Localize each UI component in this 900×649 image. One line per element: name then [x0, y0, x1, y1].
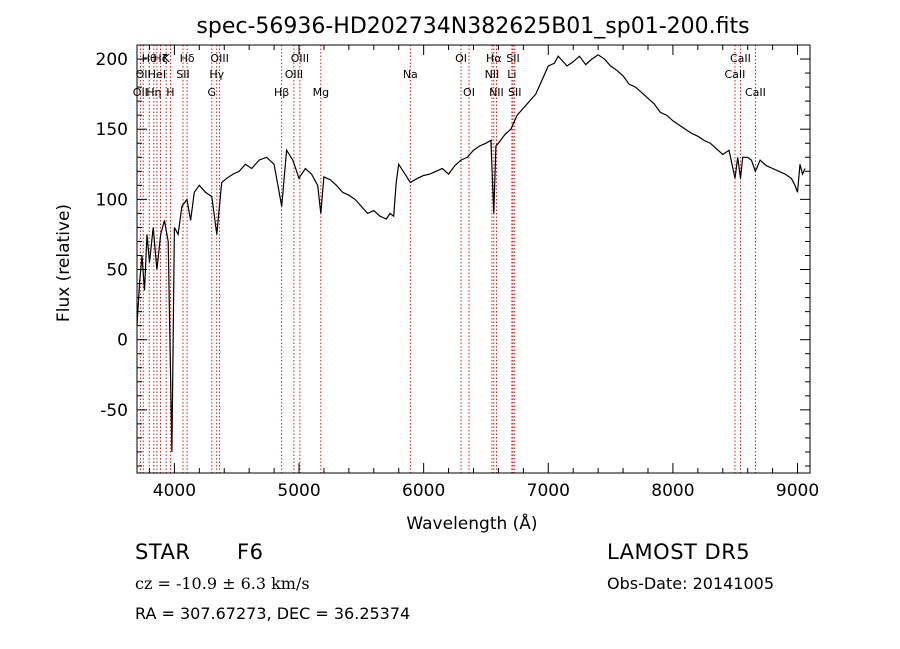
x-axis-ticks: 4000 5000 6000 7000 8000 9000 [148, 45, 819, 501]
redshift-velocity: cz = -10.9 ± 6.3 km/s [135, 574, 310, 593]
spectral-line-label: Hθ [142, 52, 157, 65]
spectral-line-markers [139, 45, 756, 473]
object-class: STAR [135, 540, 191, 564]
spectrum-line [136, 54, 806, 453]
coordinates: RA = 307.67273, DEC = 36.25374 [135, 604, 411, 623]
spectral-line-label: Li [507, 68, 516, 81]
y-tick-label: 200 [96, 50, 128, 70]
x-tick-label: 9000 [776, 481, 819, 501]
spectral-line-label: CaII [730, 52, 751, 65]
x-tick-label: 7000 [527, 481, 570, 501]
spectral-line-label: H [166, 86, 174, 99]
spectral-line-label: OII [136, 68, 151, 81]
spectral-line-labels: OIIOIIHθHηHeIHζKHSIIHδGHγOIIIHβOIIIOIIIM… [133, 52, 766, 99]
spectral-line-label: SII [176, 68, 189, 81]
spectral-line-label: CaII [725, 68, 746, 81]
spectral-line-label: Mg [313, 86, 329, 99]
plot-frame [136, 44, 811, 474]
spectral-line-label: Hα [486, 52, 502, 65]
spectral-line-label: CaII [745, 86, 766, 99]
spectral-line-label: G [208, 86, 217, 99]
x-axis-label: Wavelength (Å) [406, 512, 537, 534]
spectral-line-label: OI [455, 52, 467, 65]
spectral-line-label: Hβ [274, 86, 289, 99]
y-tick-label: -50 [100, 401, 128, 421]
spectral-line-label: OIII [210, 52, 228, 65]
spectral-line-label: OI [463, 86, 475, 99]
x-tick-label: 6000 [402, 481, 445, 501]
spectral-line-label: Hδ [180, 52, 195, 65]
y-axis-ticks: -50 0 50 100 150 200 [96, 44, 810, 467]
y-tick-label: 50 [106, 261, 128, 281]
spectral-line-label: NII [489, 86, 504, 99]
object-subclass: F6 [237, 540, 264, 564]
observation-date: Obs-Date: 20141005 [607, 574, 775, 593]
spectral-line-label: SII [508, 86, 521, 99]
spectral-line-label: Hζ [153, 52, 167, 65]
spectral-line-label: OIII [291, 52, 309, 65]
x-tick-label: 5000 [277, 481, 320, 501]
spectral-line-label: Na [403, 68, 418, 81]
spectral-line-label: Hη [146, 86, 161, 99]
spectral-line-label: K [163, 52, 171, 65]
spectral-line-label: Hγ [209, 68, 224, 81]
x-tick-label: 4000 [153, 481, 196, 501]
y-tick-label: 100 [96, 190, 128, 210]
spectral-line-label: OIII [285, 68, 303, 81]
spectral-line-label: SII [506, 52, 519, 65]
y-tick-label: 0 [117, 331, 128, 351]
spectral-line-label: HeI [148, 68, 166, 81]
chart-title: spec-56936-HD202734N382625B01_sp01-200.f… [196, 14, 749, 39]
spectral-line-label: NII [485, 68, 500, 81]
y-axis-label: Flux (relative) [54, 204, 74, 322]
x-tick-label: 8000 [651, 481, 694, 501]
y-tick-label: 150 [96, 120, 128, 140]
survey-name: LAMOST DR5 [607, 540, 751, 564]
